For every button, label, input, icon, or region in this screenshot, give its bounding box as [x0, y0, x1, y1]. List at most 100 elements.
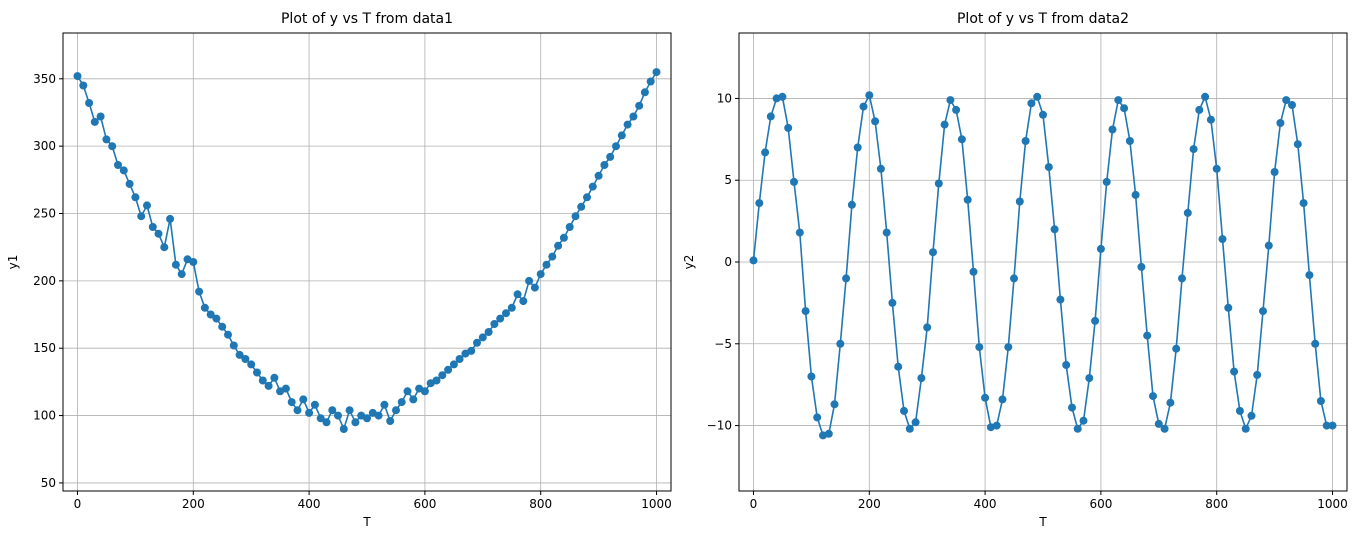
data-point	[1125, 137, 1134, 145]
data-point	[923, 323, 932, 332]
x-axis-label-data1: T	[362, 515, 371, 529]
data-point	[438, 371, 447, 380]
data-point	[998, 395, 1007, 404]
data-point	[1010, 274, 1018, 283]
data-point	[96, 112, 105, 121]
data-point	[253, 368, 261, 377]
data-point	[807, 372, 816, 381]
data-point	[90, 117, 99, 126]
data-point	[305, 408, 314, 417]
data-point	[795, 228, 804, 237]
data-point	[1311, 339, 1320, 348]
data-point	[73, 72, 82, 81]
x-tick-label: 600	[1089, 497, 1112, 511]
data-point	[600, 161, 609, 169]
data-point	[957, 135, 966, 144]
x-tick-label: 200	[182, 497, 205, 511]
data-point	[1293, 140, 1302, 149]
data-point	[790, 177, 798, 186]
data-point	[871, 117, 880, 126]
data-point	[847, 200, 856, 209]
data-point	[229, 341, 238, 350]
y-axis-label-data2: y2	[682, 255, 696, 270]
data-point	[1206, 115, 1215, 124]
data-point	[1073, 424, 1082, 433]
data-point	[154, 229, 163, 238]
data-point	[1108, 125, 1117, 134]
data-point	[363, 414, 371, 423]
data-point	[148, 223, 157, 231]
data-point	[784, 123, 793, 132]
data-point	[160, 243, 169, 252]
data-point	[496, 314, 505, 323]
data-point	[1033, 92, 1042, 101]
data-point	[218, 322, 227, 331]
y-tick-label: 300	[33, 139, 56, 153]
data-point	[171, 260, 180, 269]
data-point	[1050, 225, 1059, 234]
data-point	[1183, 208, 1192, 217]
data-point	[247, 360, 256, 369]
data-point	[189, 258, 198, 266]
data-point	[1189, 145, 1198, 154]
data-point	[905, 424, 914, 433]
data-point	[612, 142, 620, 151]
data-point	[1160, 424, 1169, 433]
data-point	[473, 338, 481, 347]
x-tick-label: 1000	[1317, 497, 1348, 511]
data-point	[1305, 271, 1314, 280]
data-point	[1270, 168, 1279, 176]
data-point	[1114, 96, 1123, 105]
y-tick-label: 200	[33, 274, 56, 288]
data-point	[888, 298, 897, 307]
x-tick-label: 200	[858, 497, 881, 511]
data-point	[328, 406, 337, 415]
grid-lines	[63, 33, 671, 491]
data-point	[258, 376, 267, 385]
x-tick-label: 800	[1205, 497, 1228, 511]
data-point	[749, 256, 758, 265]
data-point	[1039, 110, 1047, 119]
data-point	[865, 91, 874, 100]
data-point	[241, 355, 250, 363]
data-point	[397, 398, 406, 407]
data-point	[519, 297, 528, 306]
data-point	[824, 429, 833, 438]
chart-title-data2: Plot of y vs T from data2	[957, 11, 1129, 27]
data-point	[195, 287, 204, 296]
data-point	[143, 201, 151, 210]
data-point	[652, 68, 661, 77]
data-point	[761, 148, 770, 157]
data-point	[119, 166, 128, 175]
series-group	[73, 68, 661, 433]
data-point	[766, 112, 775, 121]
data-point	[623, 120, 632, 129]
x-tick-label: 800	[529, 497, 552, 511]
x-tick-label: 0	[74, 497, 82, 511]
data-point	[287, 398, 296, 407]
data-point	[548, 252, 557, 261]
data-point	[1062, 361, 1071, 369]
chart-panel-data2: Plot of y vs T from data2 T y2 0 200 400 60…	[682, 11, 1348, 529]
data-point	[882, 228, 891, 237]
data-point	[1079, 416, 1088, 425]
x-tick-label: 1000	[641, 497, 672, 511]
data-point	[1241, 424, 1250, 433]
data-point	[842, 274, 851, 283]
data-point	[530, 283, 539, 292]
x-axis-label-data2: T	[1038, 515, 1047, 529]
data-point	[1015, 197, 1024, 206]
data-point	[166, 214, 175, 223]
data-point	[894, 362, 903, 371]
data-point	[1149, 392, 1157, 401]
data-point	[940, 120, 949, 129]
y-tick-label: −5	[714, 337, 732, 351]
data-point	[1154, 419, 1163, 428]
data-point	[449, 360, 458, 369]
data-point	[310, 400, 319, 409]
data-point	[900, 406, 908, 415]
y-tick-label: 0	[724, 255, 732, 269]
y-tick-label: 250	[33, 207, 56, 221]
data-point	[992, 421, 1001, 430]
data-point	[1172, 344, 1181, 353]
